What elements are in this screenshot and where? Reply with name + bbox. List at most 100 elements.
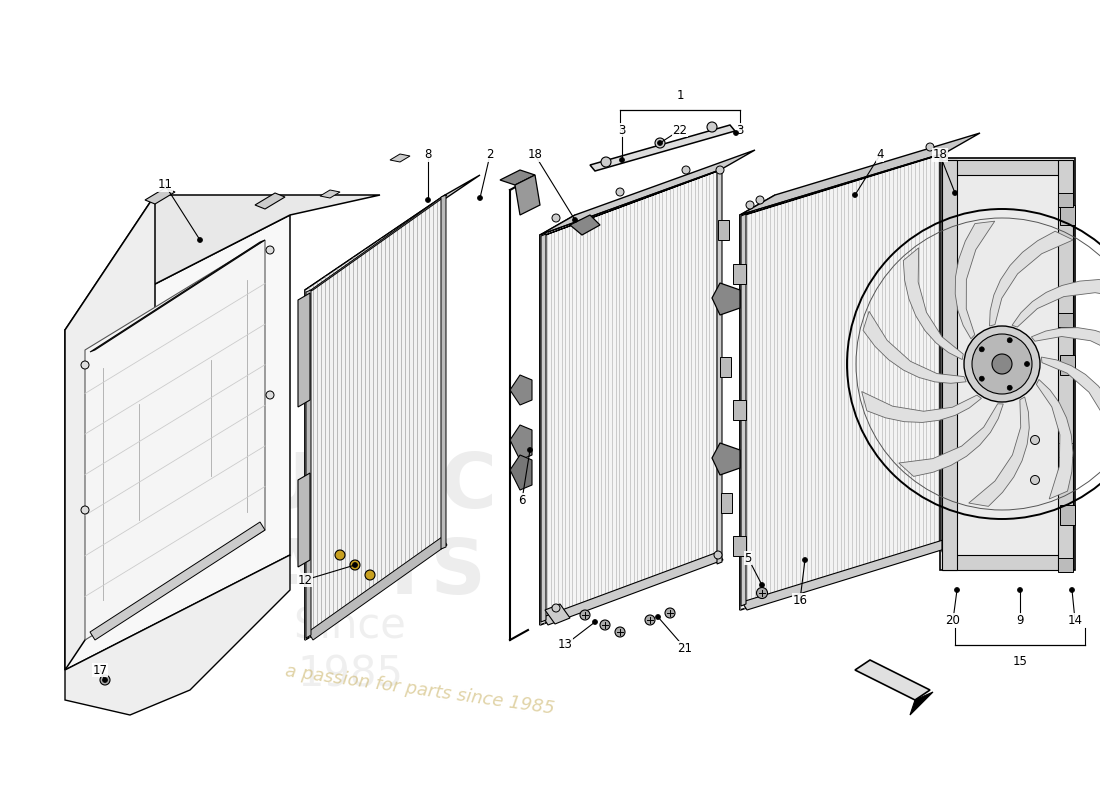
Polygon shape bbox=[733, 264, 746, 284]
Circle shape bbox=[803, 558, 807, 562]
Text: 5: 5 bbox=[745, 551, 751, 565]
Polygon shape bbox=[590, 125, 735, 171]
Circle shape bbox=[1018, 587, 1023, 593]
Text: 17: 17 bbox=[92, 663, 108, 677]
Polygon shape bbox=[441, 195, 446, 549]
Polygon shape bbox=[540, 150, 755, 235]
Polygon shape bbox=[969, 397, 1030, 506]
Text: 21: 21 bbox=[678, 642, 693, 654]
Circle shape bbox=[656, 614, 660, 619]
Polygon shape bbox=[515, 175, 540, 215]
Circle shape bbox=[979, 376, 984, 381]
Polygon shape bbox=[510, 425, 532, 460]
Polygon shape bbox=[1058, 313, 1072, 327]
Polygon shape bbox=[940, 158, 1075, 570]
Circle shape bbox=[81, 361, 89, 369]
Polygon shape bbox=[942, 555, 1072, 570]
Circle shape bbox=[1069, 587, 1075, 593]
Circle shape bbox=[658, 141, 662, 146]
Polygon shape bbox=[1060, 505, 1075, 525]
Circle shape bbox=[198, 238, 202, 242]
Polygon shape bbox=[740, 153, 945, 610]
Polygon shape bbox=[306, 290, 311, 638]
Text: 12: 12 bbox=[297, 574, 312, 586]
Polygon shape bbox=[942, 152, 947, 552]
Polygon shape bbox=[90, 240, 265, 352]
Polygon shape bbox=[145, 188, 175, 204]
Polygon shape bbox=[1036, 379, 1072, 499]
Circle shape bbox=[852, 193, 858, 198]
Polygon shape bbox=[899, 404, 1003, 477]
Circle shape bbox=[953, 190, 957, 195]
Circle shape bbox=[81, 506, 89, 514]
Polygon shape bbox=[717, 220, 728, 240]
Polygon shape bbox=[510, 375, 532, 405]
Text: 16: 16 bbox=[792, 594, 807, 606]
Text: 3: 3 bbox=[618, 123, 626, 137]
Text: 2: 2 bbox=[486, 149, 494, 162]
Circle shape bbox=[979, 347, 984, 352]
Circle shape bbox=[992, 354, 1012, 374]
Text: 1: 1 bbox=[676, 89, 684, 102]
Circle shape bbox=[365, 570, 375, 580]
Text: 18: 18 bbox=[933, 149, 947, 162]
Polygon shape bbox=[1058, 443, 1072, 457]
Polygon shape bbox=[544, 604, 570, 624]
Circle shape bbox=[756, 196, 764, 204]
Circle shape bbox=[1031, 435, 1040, 445]
Circle shape bbox=[972, 334, 1032, 394]
Text: 20: 20 bbox=[946, 614, 960, 626]
Polygon shape bbox=[510, 455, 532, 490]
Polygon shape bbox=[298, 473, 310, 567]
Circle shape bbox=[1024, 362, 1030, 366]
Circle shape bbox=[926, 143, 934, 151]
Polygon shape bbox=[305, 270, 340, 640]
Polygon shape bbox=[719, 357, 730, 377]
Circle shape bbox=[336, 550, 345, 560]
Polygon shape bbox=[90, 522, 265, 640]
Circle shape bbox=[266, 246, 274, 254]
Circle shape bbox=[352, 562, 358, 567]
Circle shape bbox=[477, 195, 483, 201]
Polygon shape bbox=[855, 660, 930, 700]
Polygon shape bbox=[712, 443, 740, 475]
Polygon shape bbox=[717, 169, 722, 564]
Polygon shape bbox=[740, 195, 776, 610]
Polygon shape bbox=[305, 195, 446, 640]
Polygon shape bbox=[540, 170, 720, 625]
Text: 11: 11 bbox=[157, 178, 173, 191]
Polygon shape bbox=[733, 536, 746, 556]
Text: 14: 14 bbox=[1067, 614, 1082, 626]
Circle shape bbox=[682, 166, 690, 174]
Polygon shape bbox=[722, 494, 733, 514]
Polygon shape bbox=[320, 190, 340, 198]
Circle shape bbox=[666, 608, 675, 618]
Circle shape bbox=[654, 138, 666, 148]
Text: 6: 6 bbox=[518, 494, 526, 506]
Polygon shape bbox=[543, 169, 723, 236]
Polygon shape bbox=[733, 400, 746, 420]
Circle shape bbox=[1031, 475, 1040, 485]
Polygon shape bbox=[255, 193, 285, 209]
Circle shape bbox=[580, 610, 590, 620]
Circle shape bbox=[593, 619, 597, 625]
Polygon shape bbox=[570, 215, 600, 235]
Circle shape bbox=[746, 201, 754, 209]
Polygon shape bbox=[305, 175, 480, 290]
Circle shape bbox=[100, 675, 110, 685]
Polygon shape bbox=[65, 215, 290, 670]
Polygon shape bbox=[955, 221, 994, 338]
Circle shape bbox=[266, 391, 274, 399]
Polygon shape bbox=[942, 160, 957, 570]
Polygon shape bbox=[298, 293, 310, 407]
Circle shape bbox=[552, 604, 560, 612]
Text: EUROC
PARTS: EUROC PARTS bbox=[204, 450, 497, 610]
Polygon shape bbox=[543, 552, 723, 625]
Text: Since
1985: Since 1985 bbox=[294, 605, 406, 695]
Circle shape bbox=[1008, 386, 1012, 390]
Circle shape bbox=[552, 214, 560, 222]
Text: 4: 4 bbox=[877, 149, 883, 162]
Circle shape bbox=[964, 326, 1040, 402]
Circle shape bbox=[734, 130, 738, 135]
Polygon shape bbox=[500, 170, 535, 185]
